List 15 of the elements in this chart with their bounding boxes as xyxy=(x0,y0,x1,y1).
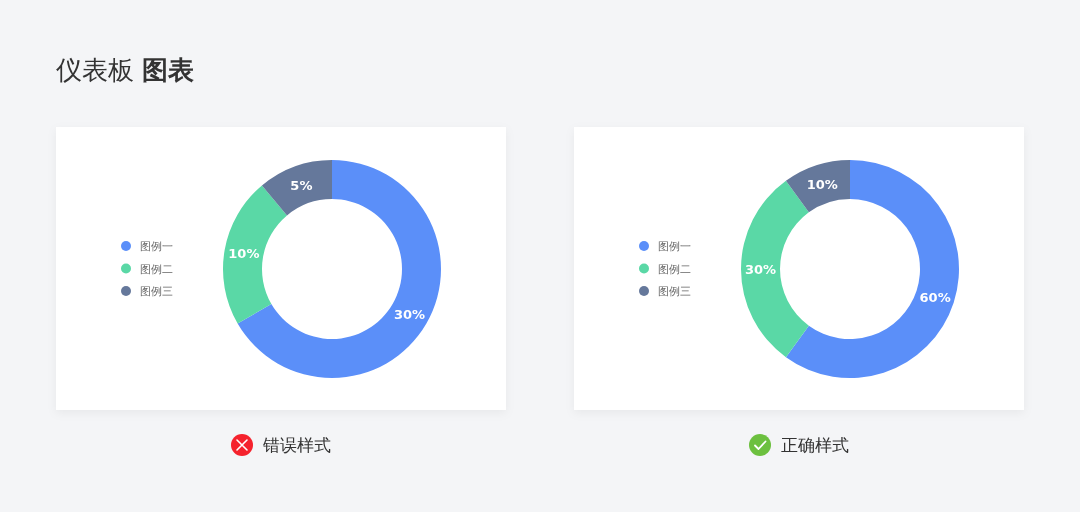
legend-label: 图例二 xyxy=(140,262,173,275)
legend-label: 图例一 xyxy=(658,239,691,253)
chart-title: 仪表板 图表 xyxy=(56,55,195,85)
data-label: 60% xyxy=(919,289,951,305)
data-label: 5% xyxy=(290,177,313,193)
data-label: 30% xyxy=(744,261,777,277)
legend-label: 图例二 xyxy=(658,262,691,275)
text: 错误样式 xyxy=(262,435,331,455)
data-label: 30% xyxy=(393,306,426,322)
data-label: 10% xyxy=(228,245,260,261)
legend-label: 图例三 xyxy=(658,284,691,298)
legend-label: 图例一 xyxy=(140,239,173,253)
legend-label: 图例三 xyxy=(140,284,173,298)
data-label: 10% xyxy=(806,176,838,192)
text: 正确样式 xyxy=(781,435,849,455)
